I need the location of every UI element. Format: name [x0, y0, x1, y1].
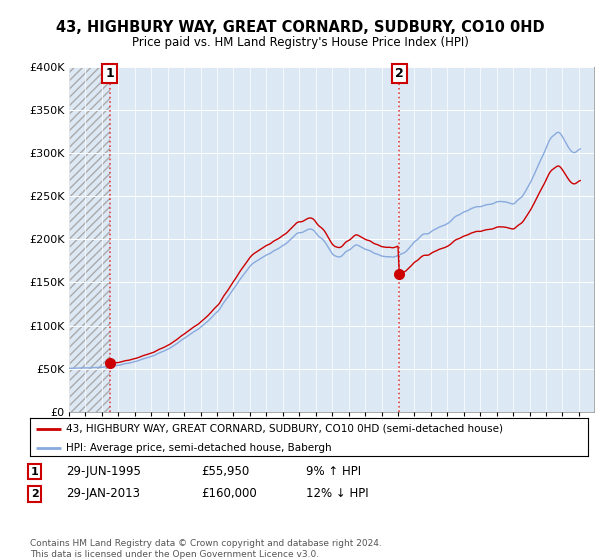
Text: 43, HIGHBURY WAY, GREAT CORNARD, SUDBURY, CO10 0HD: 43, HIGHBURY WAY, GREAT CORNARD, SUDBURY… — [56, 20, 544, 35]
Text: 43, HIGHBURY WAY, GREAT CORNARD, SUDBURY, CO10 0HD (semi-detached house): 43, HIGHBURY WAY, GREAT CORNARD, SUDBURY… — [66, 424, 503, 434]
Text: Contains HM Land Registry data © Crown copyright and database right 2024.
This d: Contains HM Land Registry data © Crown c… — [30, 539, 382, 559]
Text: £160,000: £160,000 — [201, 487, 257, 501]
Text: 9% ↑ HPI: 9% ↑ HPI — [306, 465, 361, 478]
Text: 2: 2 — [395, 67, 404, 80]
Bar — [69, 67, 110, 412]
Text: 1: 1 — [31, 466, 38, 477]
Text: 29-JUN-1995: 29-JUN-1995 — [66, 465, 141, 478]
Text: HPI: Average price, semi-detached house, Babergh: HPI: Average price, semi-detached house,… — [66, 443, 332, 453]
Text: 2: 2 — [31, 489, 38, 499]
Text: 12% ↓ HPI: 12% ↓ HPI — [306, 487, 368, 501]
Text: 1: 1 — [106, 67, 115, 80]
Text: Price paid vs. HM Land Registry's House Price Index (HPI): Price paid vs. HM Land Registry's House … — [131, 36, 469, 49]
Text: £55,950: £55,950 — [201, 465, 249, 478]
Text: 29-JAN-2013: 29-JAN-2013 — [66, 487, 140, 501]
